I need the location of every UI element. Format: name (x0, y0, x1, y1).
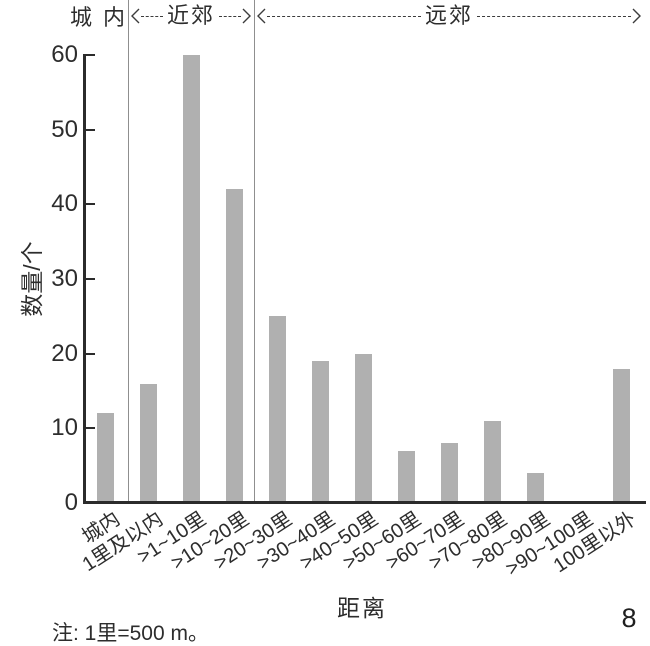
dashed-line (219, 15, 242, 17)
arrow-right-icon (242, 8, 252, 24)
arrow-right-icon (632, 8, 642, 24)
bar (612, 368, 630, 503)
dashed-line (141, 15, 163, 17)
zone-arrow: 近郊 (130, 4, 252, 28)
bar (311, 361, 329, 503)
y-tick-mark (86, 352, 95, 355)
y-tick-mark (86, 427, 95, 430)
bar (526, 473, 544, 503)
y-tick-label: 10 (51, 414, 78, 442)
y-tick-mark (86, 278, 95, 280)
bar (483, 420, 501, 503)
y-tick-label: 40 (51, 190, 78, 218)
bar (268, 316, 286, 503)
dashed-line (477, 15, 632, 17)
y-tick-label: 20 (51, 339, 78, 367)
x-axis-line (83, 501, 646, 504)
figure-note: 注: 1里=500 m。 (52, 622, 209, 645)
bar (397, 450, 415, 503)
bar (182, 55, 200, 503)
y-axis-title: 数量/个 (19, 241, 45, 317)
bar (225, 189, 243, 503)
bar (354, 353, 372, 503)
bar (440, 443, 458, 503)
y-tick-mark (86, 54, 95, 56)
y-tick-label: 60 (51, 41, 78, 68)
y-tick-label: 30 (51, 265, 78, 292)
arrow-left-icon (257, 8, 266, 24)
bar (96, 413, 114, 503)
y-axis-line (83, 54, 86, 504)
bar (139, 383, 157, 503)
zone-divider (253, 0, 255, 503)
y-tick-label: 50 (51, 115, 78, 143)
zone-label: 远郊 (425, 3, 474, 28)
y-tick-mark (86, 128, 95, 131)
zone-divider (127, 0, 129, 503)
dashed-line (267, 15, 421, 17)
arrow-left-icon (131, 8, 140, 24)
zone-arrow: 远郊 (256, 4, 642, 28)
page-number: 8 (621, 603, 637, 633)
y-tick-label: 0 (64, 489, 78, 516)
y-tick-mark (86, 203, 95, 206)
zone-label: 近郊 (167, 3, 216, 28)
zone-label: 城内 (70, 5, 137, 30)
x-axis-title: 距离 (337, 595, 387, 621)
